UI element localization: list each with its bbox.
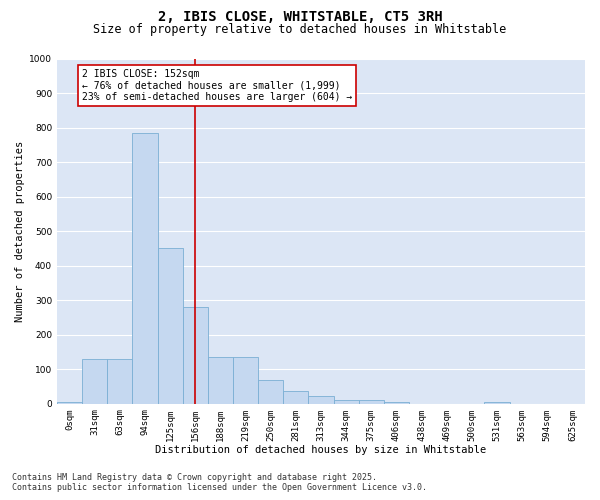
Bar <box>57 402 82 404</box>
Bar <box>183 307 208 404</box>
Bar <box>158 248 183 404</box>
Bar <box>233 357 258 404</box>
Text: 2, IBIS CLOSE, WHITSTABLE, CT5 3RH: 2, IBIS CLOSE, WHITSTABLE, CT5 3RH <box>158 10 442 24</box>
Bar <box>484 402 509 404</box>
Bar <box>384 402 409 404</box>
X-axis label: Distribution of detached houses by size in Whitstable: Distribution of detached houses by size … <box>155 445 487 455</box>
Bar <box>334 400 359 404</box>
Text: 2 IBIS CLOSE: 152sqm
← 76% of detached houses are smaller (1,999)
23% of semi-de: 2 IBIS CLOSE: 152sqm ← 76% of detached h… <box>82 69 352 102</box>
Y-axis label: Number of detached properties: Number of detached properties <box>15 140 25 322</box>
Bar <box>359 400 384 404</box>
Bar <box>283 390 308 404</box>
Bar <box>208 357 233 404</box>
Text: Contains HM Land Registry data © Crown copyright and database right 2025.
Contai: Contains HM Land Registry data © Crown c… <box>12 473 427 492</box>
Text: Size of property relative to detached houses in Whitstable: Size of property relative to detached ho… <box>94 22 506 36</box>
Bar <box>82 359 107 404</box>
Bar <box>258 380 283 404</box>
Bar <box>107 359 133 404</box>
Bar <box>133 132 158 404</box>
Bar <box>308 396 334 404</box>
